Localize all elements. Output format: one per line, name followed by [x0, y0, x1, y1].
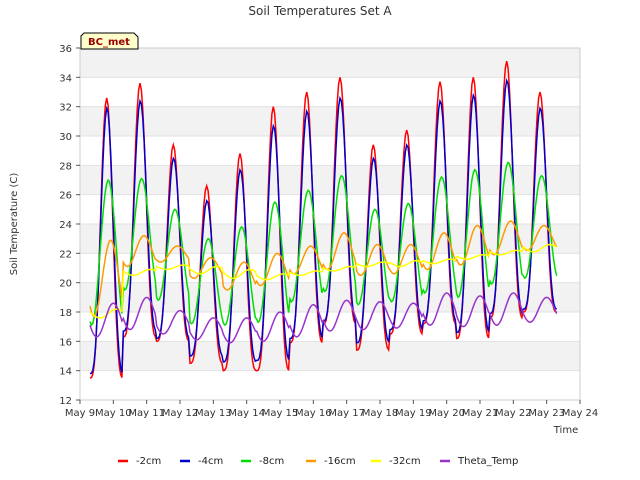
plot-band — [80, 224, 580, 254]
y-tick-label: 14 — [59, 367, 72, 378]
x-axis-label: Time — [553, 425, 578, 436]
legend-label: -32cm — [389, 456, 421, 467]
y-tick-label: 16 — [59, 337, 72, 348]
x-tick-label: May 20 — [428, 408, 465, 419]
y-tick-label: 28 — [59, 161, 72, 172]
plot-band — [80, 194, 580, 224]
x-tick-label: May 24 — [562, 408, 599, 419]
x-tick-label: May 17 — [328, 408, 365, 419]
x-tick-label: May 19 — [395, 408, 432, 419]
x-tick-label: May 9 — [65, 408, 95, 419]
legend-label: -8cm — [259, 456, 284, 467]
x-tick-label: May 22 — [495, 408, 532, 419]
y-tick-label: 26 — [59, 191, 72, 202]
y-tick-label: 24 — [59, 220, 72, 231]
legend-label: -4cm — [198, 456, 223, 467]
data-lines — [89, 61, 558, 379]
plot-band — [80, 312, 580, 342]
y-tick-label: 22 — [59, 249, 72, 260]
x-tick-label: May 23 — [528, 408, 565, 419]
series-line-32cm — [89, 243, 558, 319]
station-label-box: BC_met — [80, 32, 139, 50]
plot-band — [80, 106, 580, 136]
plot-band — [80, 165, 580, 195]
plot-band — [80, 370, 580, 400]
station-label: BC_met — [88, 37, 130, 48]
plot-band — [80, 136, 580, 166]
station-label-bg — [80, 32, 139, 50]
x-tick-label: May 16 — [295, 408, 332, 419]
y-axis-label: Soil Temperature (C) — [9, 173, 20, 276]
x-tick-label: May 18 — [362, 408, 399, 419]
legend: -2cm -4cm -8cm -16cm -32cm Theta_Temp — [118, 456, 518, 467]
x-tick-label: May 11 — [128, 408, 165, 419]
y-tick-label: 32 — [59, 103, 72, 114]
x-tick-label: May 13 — [195, 408, 232, 419]
plot-band — [80, 341, 580, 371]
x-tick-label: May 15 — [262, 408, 299, 419]
x-tick-label: May 10 — [95, 408, 132, 419]
chart-title: Soil Temperatures Set A — [248, 4, 392, 18]
series-line-thetatemp — [89, 292, 558, 344]
series-line-16cm — [89, 220, 558, 318]
y-tick-label: 12 — [59, 396, 72, 407]
legend-label: -2cm — [136, 456, 161, 467]
x-tick-label: May 21 — [462, 408, 499, 419]
y-tick-label: 20 — [59, 279, 72, 290]
y-tick-label: 36 — [59, 44, 72, 55]
series-line-8cm — [89, 161, 558, 327]
x-tick-label: May 12 — [162, 408, 199, 419]
plot-band — [80, 48, 580, 78]
y-axis-ticks: 12 14 16 18 20 22 24 26 28 30 32 34 36 — [59, 44, 80, 407]
y-tick-label: 34 — [59, 73, 72, 84]
legend-label: -16cm — [324, 456, 356, 467]
plot-band — [80, 77, 580, 107]
x-tick-label: May 14 — [228, 408, 265, 419]
y-tick-label: 18 — [59, 308, 72, 319]
legend-label: Theta_Temp — [457, 456, 518, 467]
y-tick-label: 30 — [59, 132, 72, 143]
